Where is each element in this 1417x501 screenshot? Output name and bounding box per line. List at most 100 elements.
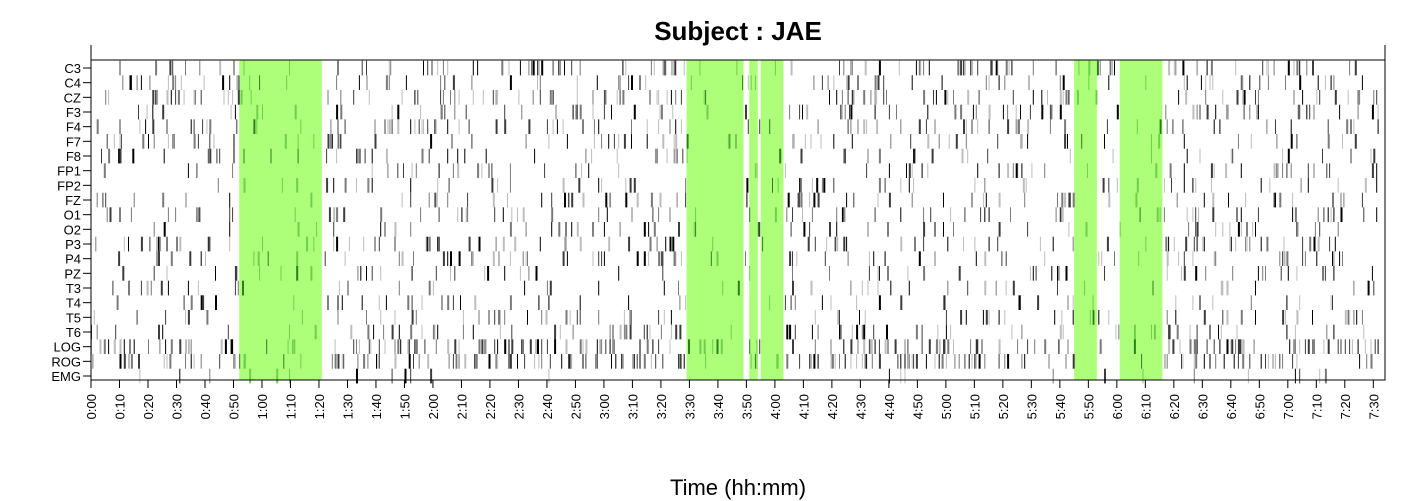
event-mark-log [749,339,751,354]
event-mark-c4 [286,75,288,90]
event-mark-c4 [509,75,512,90]
event-mark-log [884,339,887,354]
event-mark-fp1 [387,163,389,178]
event-mark-o1 [1159,207,1161,222]
event-mark-fp2 [913,178,915,193]
event-mark-pz [829,266,830,281]
event-mark-o2 [384,222,386,237]
event-mark-f7 [451,134,453,149]
event-mark-f8 [961,148,964,164]
event-mark-emg [249,368,252,384]
event-mark-t4 [327,295,329,310]
event-mark-o2 [1319,222,1321,237]
event-mark-p3 [1106,236,1109,252]
event-mark-emg [904,368,906,384]
event-mark-t3 [810,280,813,296]
event-mark-t5 [1285,310,1286,325]
event-mark-f4 [1166,119,1168,134]
event-mark-t6 [840,324,842,340]
x-tick-label: 1:10 [283,394,298,419]
event-mark-f7 [213,134,215,149]
event-mark-f7 [1020,134,1021,149]
x-tick-label: 7:30 [1366,394,1381,419]
highlight-band-1 [239,60,322,380]
event-mark-f8 [364,148,366,164]
event-mark-fz [229,192,231,208]
event-mark-f4 [934,119,936,134]
event-mark-f4 [427,119,429,134]
event-mark-c3 [1088,60,1091,76]
event-mark-o2 [592,222,594,237]
event-mark-p4 [1316,251,1318,266]
event-mark-log [1344,339,1346,354]
event-mark-c4 [1183,75,1185,90]
event-mark-fp2 [772,178,773,193]
event-mark-log [887,339,889,354]
event-mark-p4 [710,251,712,266]
event-mark-t4 [1250,295,1252,310]
event-mark-pz [504,266,506,281]
event-mark-f3 [896,104,897,120]
event-mark-t4 [183,295,185,310]
event-mark-f7 [601,134,603,149]
event-mark-p4 [1304,251,1306,266]
event-mark-fz [1212,192,1215,208]
event-mark-p4 [450,251,452,266]
event-mark-c4 [1059,75,1061,90]
event-mark-c3 [850,60,852,76]
event-mark-c3 [1168,60,1171,76]
event-mark-p4 [1001,251,1003,266]
event-mark-p3 [923,236,925,252]
event-mark-f3 [1049,104,1051,120]
event-mark-o2 [1240,222,1242,237]
event-mark-c3 [997,60,999,76]
event-mark-log [1232,339,1234,354]
event-mark-t6 [499,324,501,340]
event-mark-fz [564,192,566,208]
event-mark-fp1 [1276,163,1278,178]
event-mark-rog [1072,354,1075,369]
event-mark-p3 [468,236,471,252]
event-mark-t4 [190,295,193,310]
event-mark-fz [846,192,848,208]
event-mark-fp2 [1269,178,1271,193]
event-mark-c4 [358,75,360,90]
event-mark-f4 [556,119,558,134]
x-tick-label: 2:00 [426,394,441,419]
event-mark-p3 [628,236,631,252]
event-mark-t5 [1312,310,1313,325]
event-mark-fp1 [1313,163,1315,178]
event-mark-emg [391,368,393,384]
event-mark-pz [1333,266,1335,281]
event-mark-cz [193,90,196,105]
event-mark-c3 [537,60,538,76]
event-mark-log [170,339,173,354]
event-mark-fp2 [562,178,565,193]
event-mark-rog [1242,354,1245,369]
event-mark-log [1172,339,1175,354]
event-mark-t5 [337,310,339,325]
event-mark-p4 [1339,251,1341,266]
event-mark-t5 [837,310,839,325]
event-mark-log [159,339,161,354]
event-mark-c3 [431,60,433,76]
event-mark-c4 [405,75,407,90]
event-mark-rog [678,354,679,369]
event-mark-log [356,339,357,354]
event-mark-o1 [461,207,463,222]
event-mark-c4 [813,75,815,90]
event-mark-fp1 [756,163,758,178]
event-mark-o2 [565,222,567,237]
event-mark-t6 [421,324,423,340]
event-mark-c3 [571,60,573,76]
event-mark-rog [897,354,899,369]
event-mark-f8 [1069,148,1071,164]
event-mark-log [1323,339,1325,354]
event-mark-o2 [1246,222,1248,237]
event-mark-pz [360,266,362,281]
event-mark-p4 [257,251,260,266]
event-mark-f3 [465,104,467,120]
event-mark-f8 [207,148,209,164]
event-mark-t6 [1169,324,1171,340]
